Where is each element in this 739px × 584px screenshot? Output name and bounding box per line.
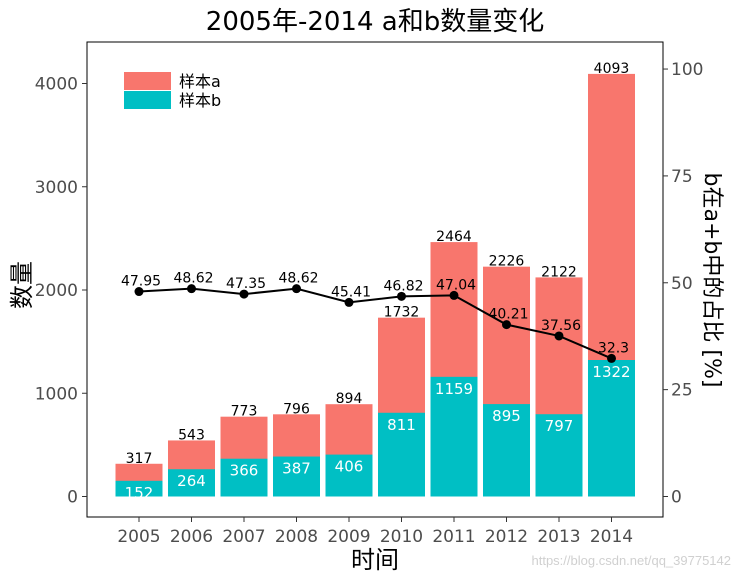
y-tick-label: 4000 bbox=[35, 75, 78, 95]
bar-a-value-label: 4093 bbox=[594, 61, 630, 77]
y-axis-label: 数量 bbox=[8, 261, 36, 309]
x-tick-label: 2007 bbox=[222, 527, 265, 547]
plot-panel-border bbox=[86, 41, 664, 518]
bar-b-value-label: 895 bbox=[492, 407, 521, 425]
bar-b-value-label: 797 bbox=[545, 417, 574, 435]
ratio-value-label: 46.82 bbox=[383, 278, 423, 294]
x-tick-label: 2011 bbox=[432, 527, 475, 547]
legend-key-sample-a bbox=[124, 72, 171, 90]
ratio-value-label: 40.21 bbox=[488, 307, 528, 323]
y-tick-label: 1000 bbox=[35, 384, 78, 404]
y2-tick-label: 0 bbox=[671, 488, 682, 508]
bar-a-value-label: 2226 bbox=[489, 254, 525, 270]
ratio-value-label: 37.56 bbox=[541, 318, 581, 334]
ratio-point bbox=[292, 284, 301, 294]
ratio-value-label: 45.41 bbox=[331, 284, 371, 300]
x-tick-label: 2008 bbox=[275, 527, 318, 547]
ratio-value-label: 32.3 bbox=[598, 340, 629, 356]
ratio-point bbox=[607, 353, 616, 363]
bar-a-value-label: 1732 bbox=[384, 305, 420, 321]
ratio-value-label: 47.35 bbox=[226, 276, 266, 292]
bar-b-value-label: 387 bbox=[282, 460, 311, 478]
bar-sample-b bbox=[220, 458, 268, 497]
bar-b-value-label: 1159 bbox=[435, 380, 473, 398]
bar-a-value-label: 317 bbox=[126, 451, 153, 467]
ratio-value-label: 47.04 bbox=[436, 277, 476, 293]
bar-b-value-label: 1322 bbox=[592, 363, 630, 381]
ratio-point bbox=[239, 289, 249, 299]
ratio-line bbox=[138, 287, 612, 360]
bar-a-value-label: 543 bbox=[178, 427, 205, 443]
x-tick-label: 2010 bbox=[380, 527, 423, 547]
bar-sample-b bbox=[588, 360, 635, 497]
y2-axis-label: b在a+b中的占比 [%] bbox=[699, 173, 724, 388]
ratio-point bbox=[554, 331, 564, 341]
y-tick-label: 0 bbox=[67, 488, 78, 508]
x-tick-label: 2012 bbox=[485, 527, 528, 547]
x-tick-label: 2013 bbox=[537, 527, 580, 547]
legend-key-sample-b bbox=[124, 91, 171, 109]
ratio-point bbox=[134, 287, 144, 297]
x-tick-label: 2006 bbox=[170, 527, 213, 547]
ratio-value-label: 48.62 bbox=[278, 271, 318, 287]
bar-a-value-label: 773 bbox=[231, 404, 258, 420]
bar-a-value-label: 796 bbox=[283, 401, 310, 417]
y-tick-label: 3000 bbox=[35, 178, 78, 198]
legend-label-sample-b: 样本b bbox=[179, 91, 221, 110]
ratio-point bbox=[187, 284, 196, 294]
ratio-value-label: 47.95 bbox=[121, 274, 161, 290]
watermark-text: https://blog.csdn.net/qq_39775142 bbox=[532, 553, 732, 568]
bar-sample-b bbox=[273, 456, 320, 497]
ratio-point bbox=[397, 291, 406, 301]
bar-sample-b bbox=[115, 480, 163, 497]
bar-sample-b bbox=[168, 469, 215, 497]
y2-tick-label: 100 bbox=[671, 60, 703, 80]
x-tick-label: 2005 bbox=[117, 527, 160, 547]
bar-a-value-label: 894 bbox=[336, 391, 363, 407]
bar-sample-b bbox=[483, 404, 530, 497]
ratio-value-label: 48.62 bbox=[173, 271, 213, 287]
bar-b-value-label: 264 bbox=[177, 472, 206, 490]
bar-b-value-label: 811 bbox=[387, 416, 416, 434]
bar-a-value-label: 2122 bbox=[541, 264, 577, 280]
x-axis-label: 时间 bbox=[351, 546, 399, 574]
chart-title: 2005年-2014 a和b数量变化 bbox=[206, 7, 544, 37]
bar-sample-b bbox=[430, 376, 478, 497]
ratio-point bbox=[449, 290, 459, 300]
bar-a-value-label: 2464 bbox=[436, 229, 472, 245]
bar-sample-b bbox=[535, 414, 583, 497]
y2-tick-label: 50 bbox=[671, 274, 693, 294]
bar-sample-b bbox=[325, 454, 373, 497]
y2-tick-label: 25 bbox=[671, 381, 693, 401]
ratio-point bbox=[502, 320, 511, 330]
bar-b-value-label: 152 bbox=[125, 484, 154, 502]
bar-b-value-label: 366 bbox=[230, 462, 259, 480]
legend-label-sample-a: 样本a bbox=[179, 72, 221, 91]
x-tick-label: 2014 bbox=[590, 527, 633, 547]
x-tick-label: 2009 bbox=[327, 527, 370, 547]
ratio-point bbox=[344, 297, 354, 307]
bar-b-value-label: 406 bbox=[335, 458, 364, 476]
bar-sample-b bbox=[378, 412, 425, 497]
y-tick-label: 2000 bbox=[35, 281, 78, 301]
y2-tick-label: 75 bbox=[671, 167, 693, 187]
